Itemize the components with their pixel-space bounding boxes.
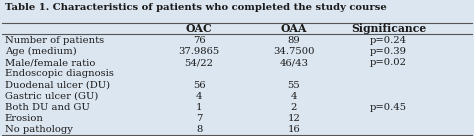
Text: 16: 16 <box>288 125 300 134</box>
Text: 1: 1 <box>196 103 202 112</box>
Text: Gastric ulcer (GU): Gastric ulcer (GU) <box>5 92 98 101</box>
Text: Male/female ratio: Male/female ratio <box>5 58 95 67</box>
Text: OAA: OAA <box>281 23 307 34</box>
Text: 76: 76 <box>193 36 205 45</box>
Text: 37.9865: 37.9865 <box>178 47 220 56</box>
Text: 4: 4 <box>196 92 202 101</box>
Text: 56: 56 <box>193 81 205 89</box>
Text: 46/43: 46/43 <box>279 58 309 67</box>
Text: Endoscopic diagnosis: Endoscopic diagnosis <box>5 69 114 78</box>
Text: p=0.24: p=0.24 <box>370 36 407 45</box>
Text: 7: 7 <box>196 114 202 123</box>
Text: p=0.45: p=0.45 <box>370 103 407 112</box>
Text: OAC: OAC <box>186 23 212 34</box>
Text: Duodenal ulcer (DU): Duodenal ulcer (DU) <box>5 81 110 89</box>
Text: Age (medium): Age (medium) <box>5 47 76 56</box>
Text: Number of patients: Number of patients <box>5 36 104 45</box>
Text: Significance: Significance <box>351 23 426 34</box>
Text: Erosion: Erosion <box>5 114 44 123</box>
Text: No pathology: No pathology <box>5 125 73 134</box>
Text: 89: 89 <box>288 36 300 45</box>
Text: 54/22: 54/22 <box>184 58 214 67</box>
Text: 55: 55 <box>288 81 300 89</box>
Text: p=0.39: p=0.39 <box>370 47 407 56</box>
Text: Both DU and GU: Both DU and GU <box>5 103 90 112</box>
Text: 2: 2 <box>291 103 297 112</box>
Text: Table 1. Characteristics of patients who completed the study course: Table 1. Characteristics of patients who… <box>5 3 386 12</box>
Text: 34.7500: 34.7500 <box>273 47 315 56</box>
Text: 4: 4 <box>291 92 297 101</box>
Text: p=0.02: p=0.02 <box>370 58 407 67</box>
Text: 12: 12 <box>287 114 301 123</box>
Text: 8: 8 <box>196 125 202 134</box>
